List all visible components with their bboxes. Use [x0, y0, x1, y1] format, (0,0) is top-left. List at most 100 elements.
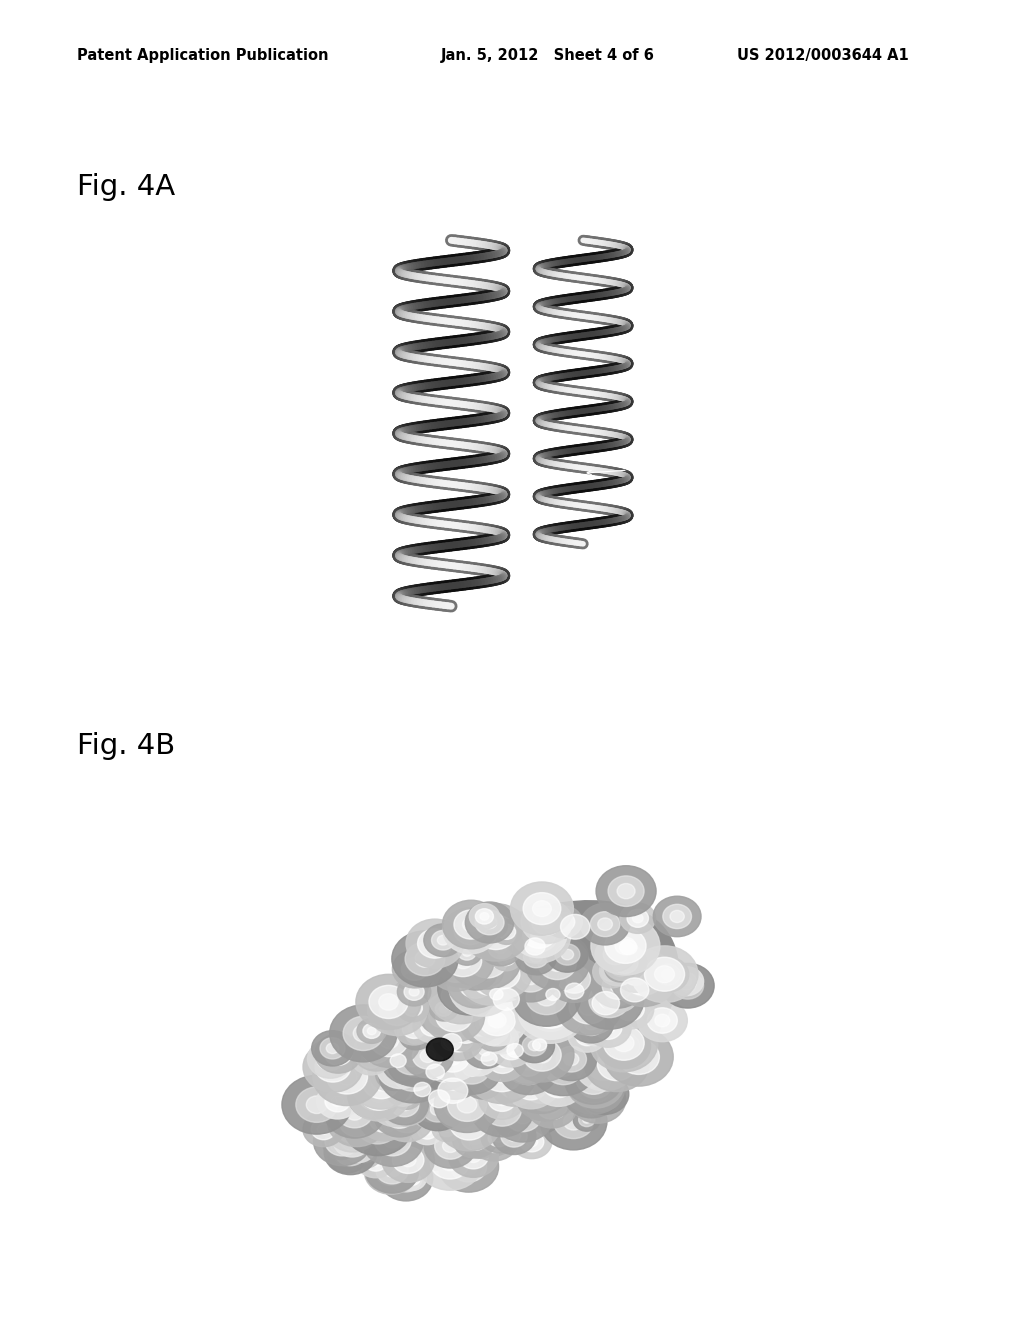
Circle shape — [487, 1018, 499, 1027]
Circle shape — [393, 1043, 430, 1074]
Circle shape — [499, 1038, 524, 1060]
Circle shape — [462, 957, 483, 975]
Circle shape — [472, 966, 507, 995]
Circle shape — [627, 909, 648, 928]
Circle shape — [585, 1072, 602, 1086]
Circle shape — [654, 1014, 670, 1027]
Circle shape — [478, 1041, 526, 1081]
Circle shape — [474, 1006, 512, 1038]
Circle shape — [522, 920, 556, 948]
Circle shape — [343, 1016, 384, 1051]
Circle shape — [582, 1085, 614, 1114]
Circle shape — [434, 1133, 466, 1159]
Circle shape — [490, 1028, 499, 1035]
Circle shape — [460, 1115, 478, 1133]
Circle shape — [348, 1076, 400, 1119]
Circle shape — [532, 1063, 585, 1106]
Circle shape — [316, 1084, 358, 1119]
Circle shape — [523, 1073, 559, 1104]
Circle shape — [558, 917, 569, 927]
Circle shape — [488, 1032, 498, 1041]
Circle shape — [464, 1032, 507, 1068]
Circle shape — [469, 1016, 493, 1036]
Circle shape — [510, 1028, 574, 1082]
Circle shape — [612, 991, 625, 1001]
Circle shape — [451, 1022, 478, 1045]
Circle shape — [303, 1041, 362, 1092]
Circle shape — [439, 1064, 471, 1090]
Circle shape — [396, 994, 429, 1022]
Circle shape — [494, 968, 511, 982]
Circle shape — [402, 1019, 426, 1039]
Circle shape — [426, 1022, 438, 1031]
Circle shape — [488, 937, 513, 958]
Circle shape — [430, 1146, 470, 1179]
Circle shape — [644, 957, 685, 991]
Circle shape — [511, 1063, 571, 1114]
Circle shape — [376, 1156, 409, 1184]
Circle shape — [388, 1003, 407, 1018]
Circle shape — [459, 1026, 473, 1038]
Circle shape — [607, 986, 630, 1006]
Circle shape — [621, 978, 649, 1002]
Circle shape — [463, 1061, 481, 1076]
Circle shape — [545, 1100, 559, 1113]
Circle shape — [500, 1076, 527, 1098]
Circle shape — [328, 1140, 367, 1173]
Text: Patent Application Publication: Patent Application Publication — [77, 48, 329, 63]
Circle shape — [543, 1072, 573, 1098]
Circle shape — [513, 1052, 543, 1076]
Circle shape — [518, 983, 584, 1039]
Circle shape — [438, 1078, 468, 1104]
Circle shape — [384, 1102, 415, 1129]
Circle shape — [512, 911, 567, 958]
Circle shape — [449, 1135, 499, 1177]
Circle shape — [475, 1022, 486, 1031]
Circle shape — [396, 1166, 426, 1191]
Circle shape — [327, 1043, 339, 1053]
Circle shape — [325, 1127, 359, 1156]
Circle shape — [554, 1060, 573, 1077]
Circle shape — [662, 964, 714, 1008]
Circle shape — [450, 1107, 488, 1140]
Circle shape — [606, 968, 617, 977]
Circle shape — [606, 961, 628, 979]
Circle shape — [461, 1010, 500, 1043]
Circle shape — [615, 937, 636, 954]
Circle shape — [589, 983, 630, 1018]
Circle shape — [398, 1100, 413, 1111]
Circle shape — [435, 1002, 453, 1016]
Circle shape — [634, 970, 653, 987]
Circle shape — [574, 1040, 635, 1090]
Circle shape — [442, 1011, 489, 1051]
Circle shape — [428, 969, 494, 1024]
Circle shape — [377, 1113, 392, 1126]
Circle shape — [377, 1048, 425, 1089]
Circle shape — [484, 966, 526, 1002]
Circle shape — [604, 1027, 673, 1086]
Circle shape — [626, 961, 669, 998]
Circle shape — [458, 945, 476, 960]
Circle shape — [401, 958, 428, 981]
Circle shape — [601, 1022, 615, 1034]
Circle shape — [418, 929, 453, 958]
Circle shape — [370, 1086, 388, 1102]
Circle shape — [415, 950, 435, 968]
Circle shape — [391, 1106, 423, 1133]
Circle shape — [609, 949, 622, 960]
Circle shape — [387, 1078, 419, 1106]
Circle shape — [459, 1043, 498, 1076]
Circle shape — [408, 964, 422, 974]
Circle shape — [462, 924, 478, 937]
Circle shape — [306, 1096, 327, 1114]
Circle shape — [411, 1117, 443, 1144]
Circle shape — [424, 1123, 476, 1168]
Circle shape — [334, 1134, 351, 1148]
Circle shape — [404, 1102, 423, 1117]
Circle shape — [368, 985, 427, 1036]
Circle shape — [581, 1022, 609, 1045]
Circle shape — [367, 1090, 382, 1104]
Circle shape — [523, 1080, 539, 1093]
Circle shape — [581, 1073, 629, 1114]
Circle shape — [615, 997, 644, 1020]
